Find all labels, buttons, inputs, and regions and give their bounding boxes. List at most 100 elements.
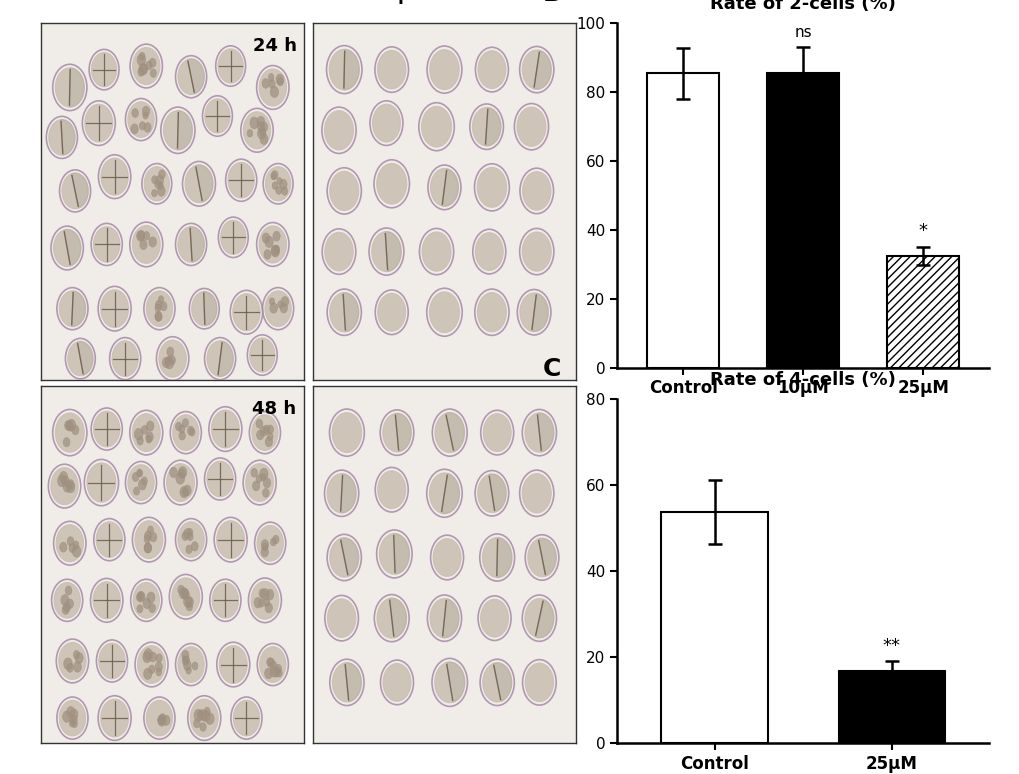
Circle shape bbox=[259, 69, 286, 106]
Circle shape bbox=[139, 63, 148, 75]
Polygon shape bbox=[64, 229, 81, 266]
Circle shape bbox=[247, 129, 253, 137]
Circle shape bbox=[132, 413, 160, 451]
Circle shape bbox=[377, 471, 406, 509]
Circle shape bbox=[192, 662, 198, 670]
Circle shape bbox=[65, 586, 71, 595]
Circle shape bbox=[262, 233, 269, 243]
Polygon shape bbox=[343, 50, 359, 90]
Polygon shape bbox=[342, 293, 359, 332]
Circle shape bbox=[185, 545, 192, 553]
Circle shape bbox=[259, 226, 286, 263]
Circle shape bbox=[279, 180, 286, 190]
Circle shape bbox=[522, 474, 550, 513]
Circle shape bbox=[254, 598, 262, 608]
Circle shape bbox=[377, 50, 406, 89]
Circle shape bbox=[66, 663, 73, 673]
Circle shape bbox=[219, 646, 247, 683]
Circle shape bbox=[271, 173, 276, 180]
Circle shape bbox=[69, 715, 77, 725]
Circle shape bbox=[138, 591, 145, 602]
Circle shape bbox=[324, 232, 353, 271]
Circle shape bbox=[55, 68, 85, 107]
Circle shape bbox=[177, 59, 204, 94]
Polygon shape bbox=[61, 119, 75, 156]
Circle shape bbox=[178, 431, 185, 440]
Circle shape bbox=[332, 413, 362, 453]
Circle shape bbox=[273, 231, 280, 241]
Circle shape bbox=[183, 660, 192, 670]
Circle shape bbox=[257, 526, 283, 561]
Circle shape bbox=[272, 182, 277, 190]
Circle shape bbox=[152, 176, 157, 183]
Circle shape bbox=[212, 583, 238, 618]
Polygon shape bbox=[441, 169, 458, 206]
Circle shape bbox=[211, 410, 239, 448]
Polygon shape bbox=[344, 663, 361, 702]
Circle shape bbox=[260, 468, 268, 480]
Circle shape bbox=[187, 533, 193, 541]
Circle shape bbox=[144, 166, 169, 201]
Text: ns: ns bbox=[794, 26, 811, 40]
Circle shape bbox=[270, 538, 276, 546]
Circle shape bbox=[261, 547, 268, 557]
Text: Control: Control bbox=[138, 0, 207, 4]
Circle shape bbox=[482, 537, 512, 577]
Circle shape bbox=[59, 543, 67, 552]
Polygon shape bbox=[446, 662, 465, 702]
Polygon shape bbox=[385, 231, 400, 272]
Circle shape bbox=[137, 54, 146, 66]
Circle shape bbox=[192, 292, 217, 326]
Polygon shape bbox=[69, 68, 85, 107]
Circle shape bbox=[138, 592, 144, 601]
Circle shape bbox=[270, 661, 276, 670]
Circle shape bbox=[143, 598, 151, 608]
Circle shape bbox=[382, 413, 411, 452]
Circle shape bbox=[148, 526, 153, 534]
Circle shape bbox=[149, 652, 156, 662]
Circle shape bbox=[244, 111, 270, 149]
Polygon shape bbox=[340, 538, 359, 577]
Circle shape bbox=[206, 713, 214, 724]
Circle shape bbox=[137, 594, 143, 601]
Circle shape bbox=[377, 293, 406, 331]
Circle shape bbox=[263, 425, 270, 434]
Circle shape bbox=[99, 643, 125, 679]
Circle shape bbox=[177, 647, 204, 683]
Circle shape bbox=[158, 296, 164, 303]
Circle shape bbox=[162, 358, 169, 368]
Circle shape bbox=[62, 605, 69, 615]
Polygon shape bbox=[441, 474, 459, 514]
Circle shape bbox=[144, 543, 152, 553]
Circle shape bbox=[429, 50, 459, 90]
Circle shape bbox=[155, 311, 162, 321]
Circle shape bbox=[155, 300, 162, 310]
Circle shape bbox=[281, 296, 288, 307]
Circle shape bbox=[150, 533, 157, 542]
Circle shape bbox=[66, 481, 74, 493]
Circle shape bbox=[138, 68, 144, 77]
Circle shape bbox=[281, 187, 287, 195]
Circle shape bbox=[155, 304, 161, 312]
Circle shape bbox=[59, 471, 67, 482]
Circle shape bbox=[101, 158, 128, 195]
Circle shape bbox=[137, 231, 145, 241]
Circle shape bbox=[165, 357, 173, 369]
Circle shape bbox=[168, 355, 175, 365]
Circle shape bbox=[167, 347, 173, 356]
Polygon shape bbox=[442, 599, 459, 638]
Circle shape bbox=[92, 53, 116, 87]
Circle shape bbox=[72, 546, 81, 557]
Circle shape bbox=[182, 657, 189, 666]
Circle shape bbox=[146, 291, 172, 327]
Circle shape bbox=[57, 475, 66, 487]
Circle shape bbox=[482, 663, 512, 702]
Circle shape bbox=[332, 663, 361, 702]
Circle shape bbox=[270, 666, 277, 677]
Circle shape bbox=[178, 425, 184, 433]
Circle shape bbox=[260, 474, 266, 481]
Polygon shape bbox=[77, 341, 93, 375]
Text: 24 h: 24 h bbox=[253, 37, 297, 56]
Circle shape bbox=[269, 80, 275, 88]
Circle shape bbox=[156, 175, 163, 186]
